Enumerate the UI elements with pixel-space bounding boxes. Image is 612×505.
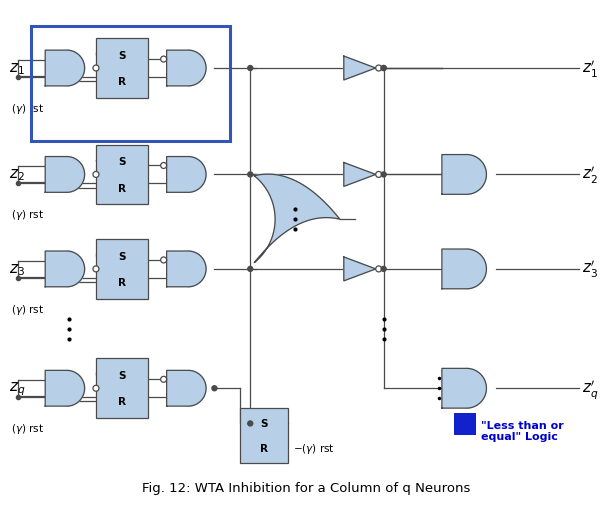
Bar [45, 371, 67, 407]
Bar [96, 39, 147, 98]
Circle shape [161, 377, 166, 382]
Bar [454, 413, 476, 435]
Bar [31, 27, 230, 141]
Polygon shape [254, 175, 340, 263]
Bar [241, 409, 288, 463]
Circle shape [248, 66, 253, 71]
Text: Fig. 12: WTA Inhibition for a Column of q Neurons: Fig. 12: WTA Inhibition for a Column of … [142, 481, 470, 494]
Bar [442, 155, 466, 195]
Polygon shape [188, 371, 206, 407]
Text: $z_q'$: $z_q'$ [582, 377, 598, 400]
Bar [96, 145, 147, 205]
Circle shape [381, 66, 386, 71]
Bar [166, 371, 188, 407]
Text: R: R [118, 396, 126, 407]
Text: R: R [118, 277, 126, 287]
Circle shape [381, 66, 386, 71]
Text: $z_3$: $z_3$ [9, 262, 25, 277]
Text: $(\gamma)$ rst: $(\gamma)$ rst [12, 421, 45, 435]
Polygon shape [344, 258, 376, 281]
Text: $z_3'$: $z_3'$ [582, 259, 598, 280]
Circle shape [376, 267, 382, 272]
Text: S: S [118, 51, 125, 61]
Bar [45, 251, 67, 287]
Circle shape [212, 386, 217, 391]
Text: $(\gamma)$ rst: $(\gamma)$ rst [12, 208, 45, 222]
Polygon shape [67, 51, 84, 87]
Bar [96, 359, 147, 418]
Bar [442, 369, 466, 409]
Bar [45, 51, 67, 87]
Polygon shape [466, 155, 487, 195]
Text: S: S [118, 370, 125, 380]
Text: $z_1$: $z_1$ [9, 61, 25, 77]
Polygon shape [344, 57, 376, 81]
Circle shape [93, 385, 99, 391]
Circle shape [248, 173, 253, 178]
Circle shape [93, 172, 99, 178]
Circle shape [161, 258, 166, 264]
Polygon shape [466, 369, 487, 409]
Text: $-(\gamma)$ rst: $-(\gamma)$ rst [293, 441, 335, 454]
Bar [442, 249, 466, 289]
Polygon shape [188, 251, 206, 287]
Bar [166, 157, 188, 193]
Circle shape [381, 173, 386, 178]
Bar [96, 239, 147, 299]
Text: $z_2'$: $z_2'$ [582, 165, 597, 186]
Circle shape [248, 267, 253, 272]
Polygon shape [344, 163, 376, 187]
Circle shape [93, 66, 99, 72]
Text: R: R [118, 77, 126, 87]
Circle shape [381, 267, 386, 272]
Polygon shape [188, 157, 206, 193]
Text: S: S [118, 251, 125, 261]
Polygon shape [188, 51, 206, 87]
Bar [45, 157, 67, 193]
Bar [166, 51, 188, 87]
Polygon shape [466, 249, 487, 289]
Circle shape [248, 421, 253, 426]
Polygon shape [67, 251, 84, 287]
Text: R: R [118, 183, 126, 193]
Text: S: S [118, 157, 125, 167]
Text: $z_1'$: $z_1'$ [582, 59, 597, 79]
Polygon shape [67, 157, 84, 193]
Circle shape [161, 163, 166, 169]
Text: $z_2$: $z_2$ [9, 167, 25, 183]
Bar [166, 251, 188, 287]
Text: S: S [261, 419, 268, 429]
Polygon shape [67, 371, 84, 407]
Text: $(\gamma)$ rst: $(\gamma)$ rst [12, 102, 45, 116]
Circle shape [376, 66, 382, 72]
Text: $(\gamma)$ rst: $(\gamma)$ rst [12, 302, 45, 316]
Text: "Less than or
equal" Logic: "Less than or equal" Logic [481, 420, 564, 441]
Text: $z_q$: $z_q$ [9, 380, 26, 397]
Text: R: R [260, 443, 268, 452]
Circle shape [376, 172, 382, 178]
Circle shape [161, 57, 166, 63]
Circle shape [93, 267, 99, 272]
